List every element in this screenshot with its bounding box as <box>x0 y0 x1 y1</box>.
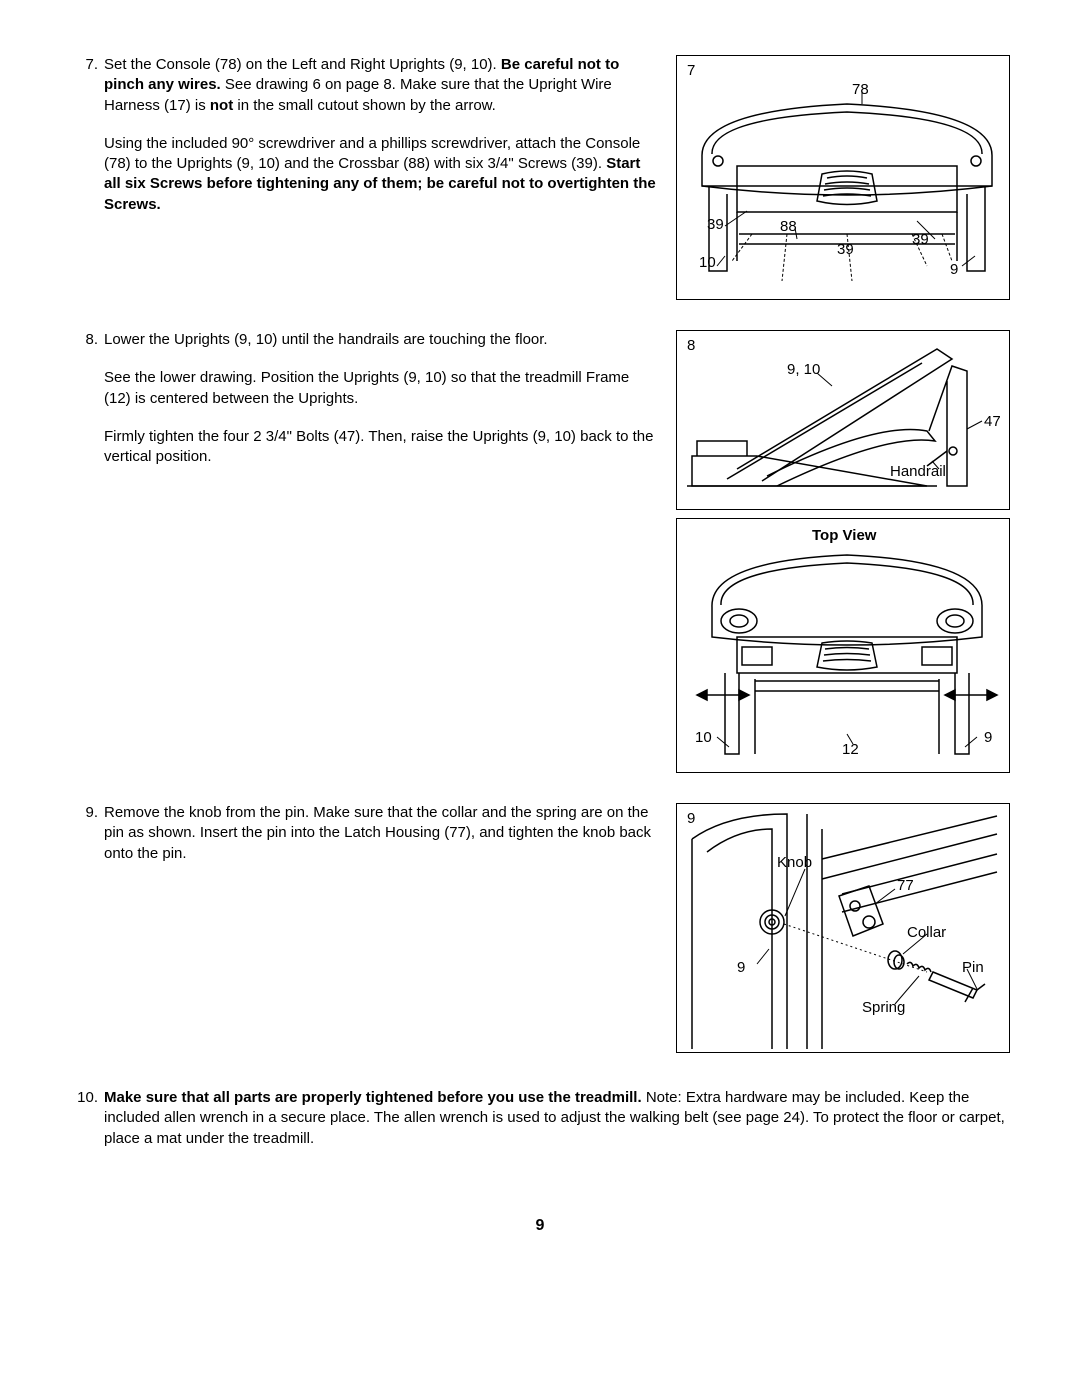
step-9-text: 9. Remove the knob from the pin. Make su… <box>70 803 676 882</box>
figure-7-svg <box>677 56 1011 301</box>
figure-8a-boxnum: 8 <box>687 337 695 354</box>
fig8b-label-10: 10 <box>695 729 712 746</box>
step-9-row: 9. Remove the knob from the pin. Make su… <box>70 803 1010 1053</box>
fig9-label-9: 9 <box>737 959 745 976</box>
fig8a-label-handrail: Handrail <box>890 463 946 480</box>
step-7-body: Set the Console (78) on the Left and Rig… <box>104 55 656 215</box>
page-container: 7. Set the Console (78) on the Left and … <box>0 0 1080 1275</box>
step-10-num: 10. <box>70 1088 104 1149</box>
figure-9-boxnum: 9 <box>687 810 695 827</box>
step-7: 7. Set the Console (78) on the Left and … <box>70 55 656 215</box>
figure-9-col: 9 <box>676 803 1010 1053</box>
fig8b-label-9: 9 <box>984 729 992 746</box>
step-8-p3: Firmly tighten the four 2 3/4" Bolts (47… <box>104 427 656 468</box>
step-7-p1a: Set the Console (78) on the Left and Rig… <box>104 56 501 73</box>
step-8-body: Lower the Uprights (9, 10) until the han… <box>104 330 656 467</box>
step-7-p1d: not <box>210 97 233 114</box>
figure-8-col: 8 <box>676 330 1010 773</box>
step-7-row: 7. Set the Console (78) on the Left and … <box>70 55 1010 300</box>
step-7-text: 7. Set the Console (78) on the Left and … <box>70 55 676 233</box>
step-7-p2a: Using the included 90° screwdriver and a… <box>104 135 640 172</box>
figure-9: 9 <box>676 803 1010 1053</box>
fig7-label-9: 9 <box>950 261 958 278</box>
page-number: 9 <box>70 1217 1010 1235</box>
fig7-label-88: 88 <box>780 218 797 235</box>
step-7-p1: Set the Console (78) on the Left and Rig… <box>104 55 656 116</box>
step-9-body: Remove the knob from the pin. Make sure … <box>104 803 656 864</box>
fig7-label-39a: 39 <box>707 216 724 233</box>
step-10: 10. Make sure that all parts are properl… <box>70 1088 1010 1149</box>
figure-8a: 8 <box>676 330 1010 510</box>
figure-8a-svg <box>677 331 1011 511</box>
figure-8b: Top View 10 12 9 <box>676 518 1010 773</box>
step-8-p2: See the lower drawing. Position the Upri… <box>104 368 656 409</box>
fig9-label-pin: Pin <box>962 959 984 976</box>
step-8: 8. Lower the Uprights (9, 10) until the … <box>70 330 656 467</box>
figure-8b-svg <box>677 519 1011 774</box>
step-7-p1e: in the small cutout shown by the arrow. <box>233 97 496 114</box>
step-8-p1: Lower the Uprights (9, 10) until the han… <box>104 330 656 350</box>
fig7-label-39c: 39 <box>912 231 929 248</box>
step-8-text: 8. Lower the Uprights (9, 10) until the … <box>70 330 676 485</box>
fig9-label-77: 77 <box>897 877 914 894</box>
step-9: 9. Remove the knob from the pin. Make su… <box>70 803 656 864</box>
step-7-num: 7. <box>70 55 104 215</box>
step-8-num: 8. <box>70 330 104 467</box>
fig7-label-39b: 39 <box>837 241 854 258</box>
figure-7-col: 7 <box>676 55 1010 300</box>
step-10-row: 10. Make sure that all parts are properl… <box>70 1088 1010 1167</box>
step-10-p1a: Make sure that all parts are properly ti… <box>104 1089 642 1106</box>
fig9-label-collar: Collar <box>907 924 946 941</box>
fig8a-label-47: 47 <box>984 413 1001 430</box>
step-10-p1: Make sure that all parts are properly ti… <box>104 1088 1010 1149</box>
fig9-label-spring: Spring <box>862 999 905 1016</box>
figure-7: 7 <box>676 55 1010 300</box>
fig8b-label-topview: Top View <box>812 527 876 544</box>
step-10-body: Make sure that all parts are properly ti… <box>104 1088 1010 1149</box>
fig7-label-78: 78 <box>852 81 869 98</box>
step-9-num: 9. <box>70 803 104 864</box>
fig7-label-10: 10 <box>699 254 716 271</box>
step-7-p2: Using the included 90° screwdriver and a… <box>104 134 656 215</box>
fig8a-label-910: 9, 10 <box>787 361 820 378</box>
step-8-row: 8. Lower the Uprights (9, 10) until the … <box>70 330 1010 773</box>
step-9-p1: Remove the knob from the pin. Make sure … <box>104 803 656 864</box>
fig8b-label-12: 12 <box>842 741 859 758</box>
fig9-label-knob: Knob <box>777 854 812 871</box>
figure-9-svg <box>677 804 1011 1054</box>
figure-7-boxnum: 7 <box>687 62 695 79</box>
